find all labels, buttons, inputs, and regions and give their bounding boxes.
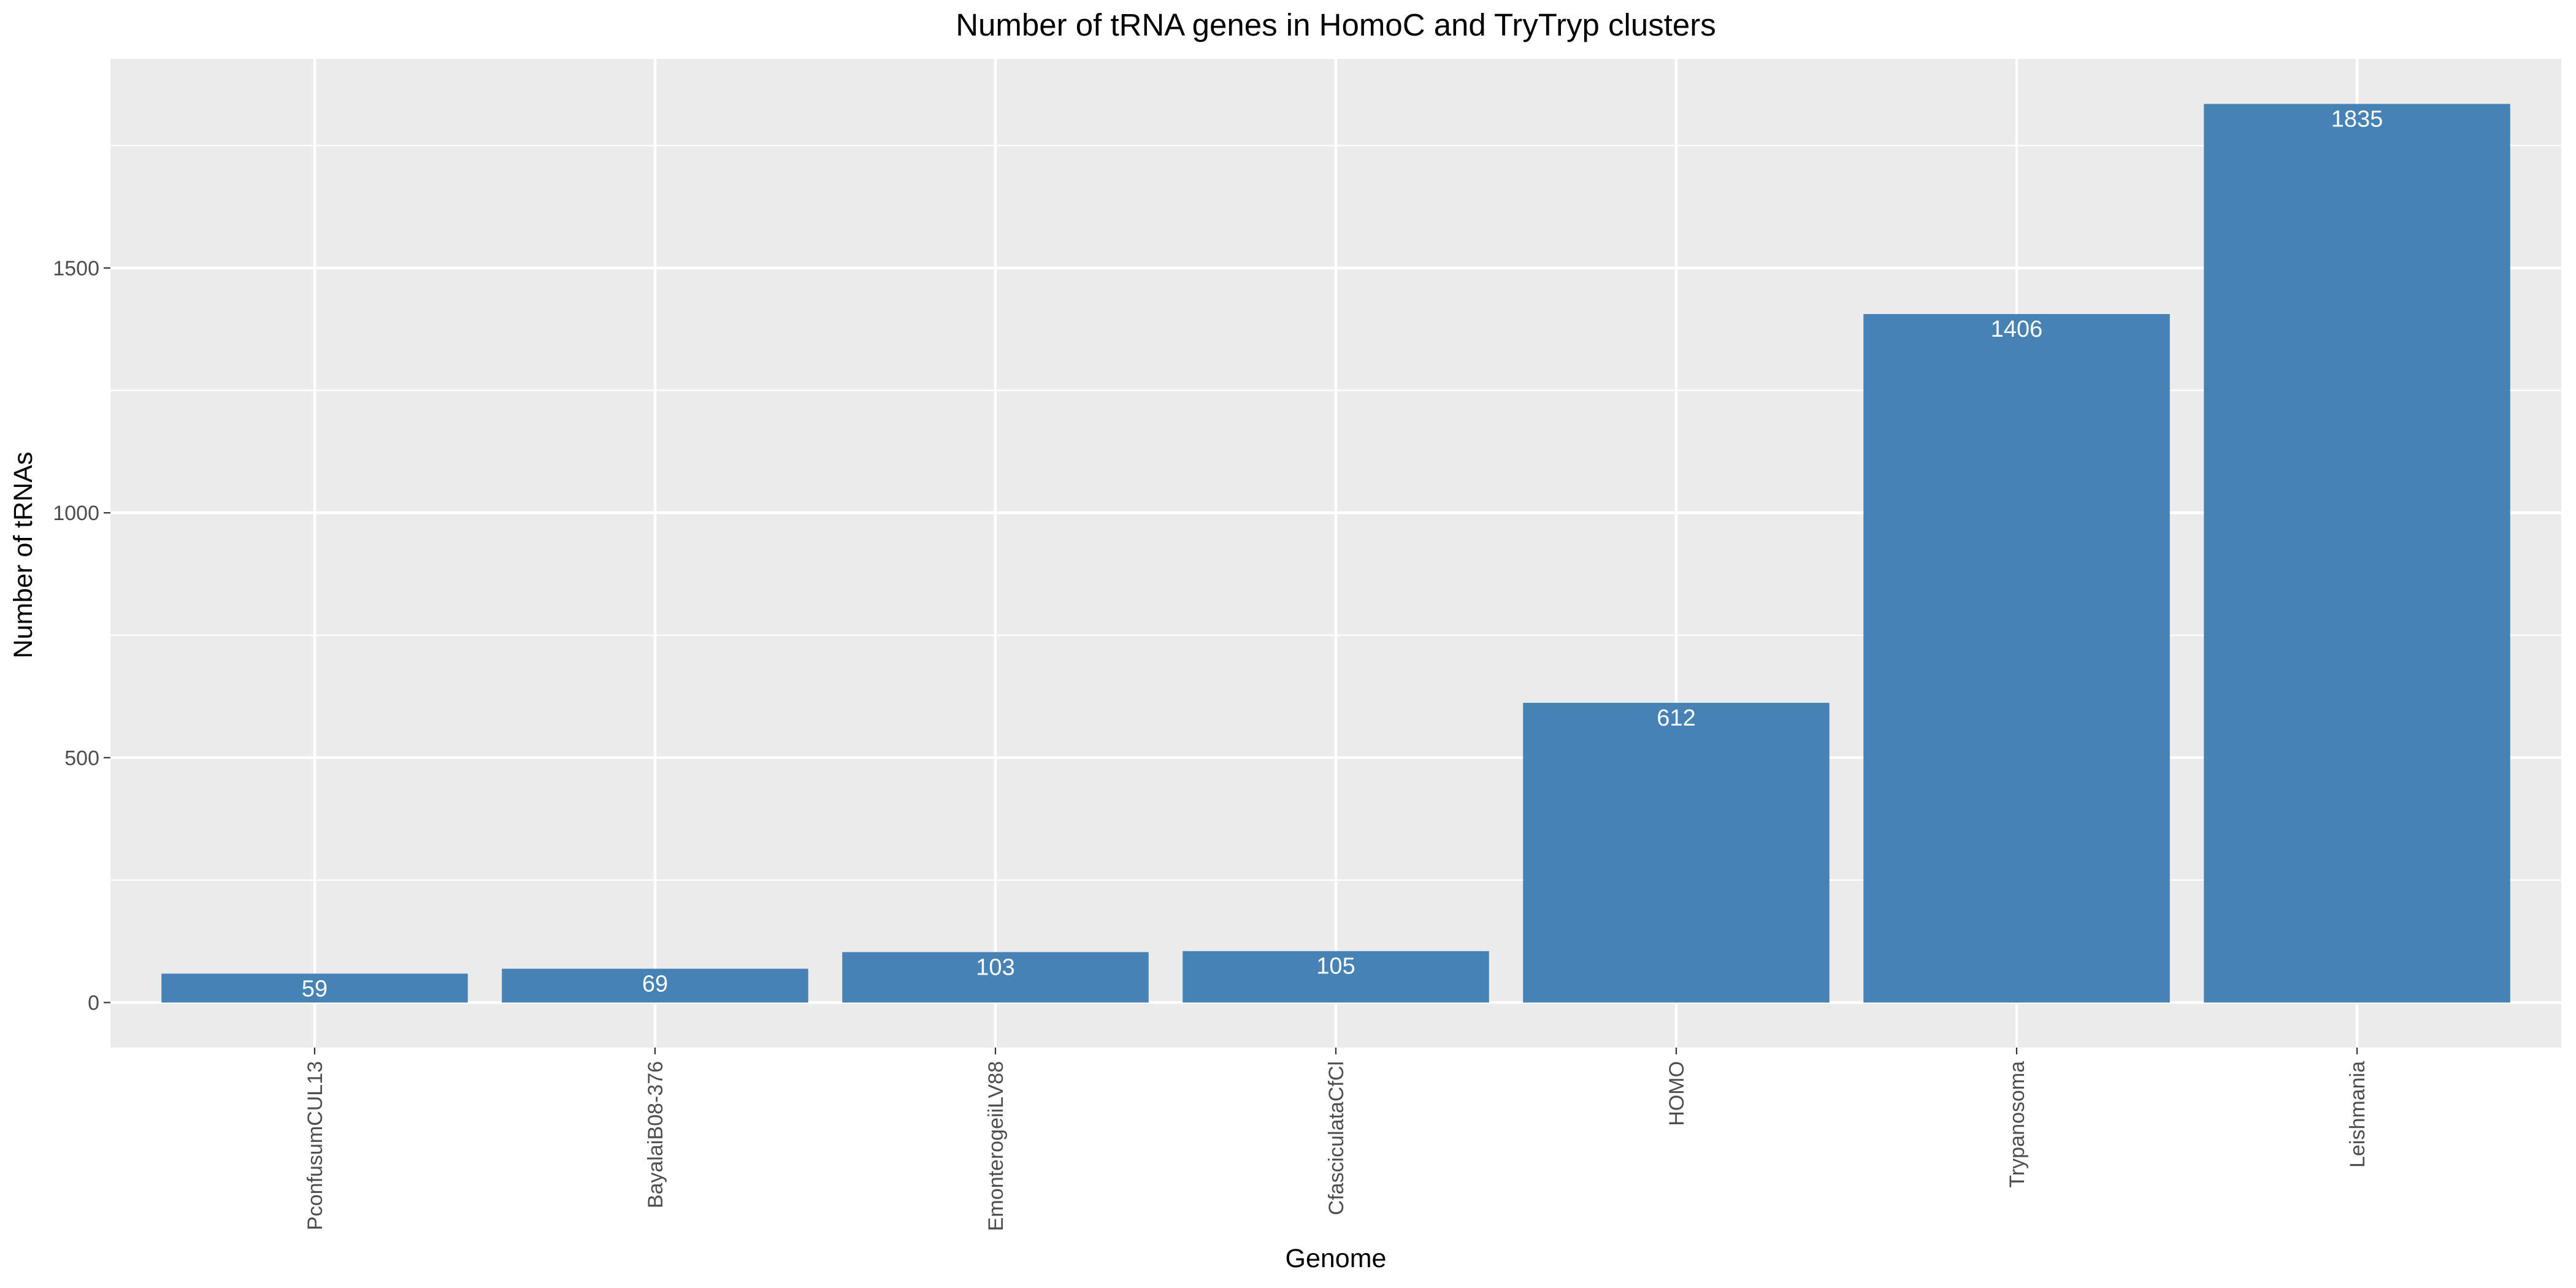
- x-tick-label: PconfusumCUL13: [304, 1061, 327, 1230]
- y-axis: 0 500 1000 1500: [53, 257, 110, 1015]
- bar-value-label: 69: [642, 971, 668, 997]
- y-tick-label: 1000: [53, 502, 99, 525]
- bar: [1863, 313, 2170, 1003]
- bar-value-labels: 59 69 103 105 612 1406 1835: [302, 106, 2383, 1002]
- y-tick-label: 500: [64, 746, 99, 770]
- x-tick-label: BayalaiB08-376: [644, 1061, 667, 1208]
- bar-value-label: 59: [302, 976, 328, 1002]
- bar-value-label: 105: [1316, 954, 1355, 979]
- bar-value-label: 1406: [1991, 316, 2043, 342]
- bar: [1183, 951, 1489, 1003]
- x-axis: PconfusumCUL13 BayalaiB08-376 Emonterogeii…: [304, 1048, 2369, 1231]
- bar-value-label: 103: [976, 954, 1014, 980]
- bar: [842, 952, 1149, 1003]
- bar-value-label: 612: [1657, 705, 1695, 731]
- x-tick-label: CfasciculataCfCl: [1325, 1061, 1348, 1215]
- x-tick-label: HOMO: [1665, 1061, 1689, 1126]
- bar: [2204, 104, 2510, 1003]
- chart-title: Number of tRNA genes in HomoC and TryTry…: [956, 7, 1716, 42]
- y-tick-label: 0: [88, 992, 99, 1015]
- y-axis-title: Number of tRNAs: [9, 452, 38, 659]
- bars: [161, 104, 2510, 1003]
- bar: [1523, 702, 1830, 1003]
- bar: [502, 968, 808, 1003]
- y-tick-label: 1500: [53, 257, 99, 280]
- x-tick-label: Trypanosoma: [2006, 1061, 2029, 1188]
- x-tick-label: EmonterogeiiLV88: [984, 1061, 1008, 1231]
- bar: [161, 973, 468, 1003]
- x-axis-title: Genome: [1286, 1244, 1387, 1273]
- x-tick-label: Leishmania: [2346, 1061, 2369, 1168]
- bar-value-label: 1835: [2331, 106, 2383, 132]
